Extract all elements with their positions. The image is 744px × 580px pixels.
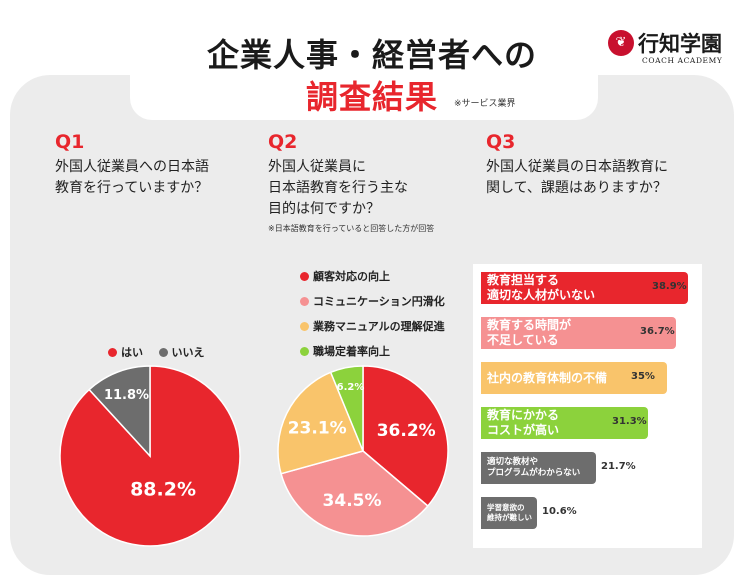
q2-text: 外国人従業員に 日本語教育を行う主な 目的は何ですか？ xyxy=(268,159,408,217)
pie-slice xyxy=(277,371,365,475)
logo: ❦ 行知学園 COACH ACADEMY xyxy=(608,28,738,68)
logo-subtitle: COACH ACADEMY xyxy=(642,56,723,65)
bar xyxy=(481,452,596,484)
page-title-highlight: 調査結果 xyxy=(305,78,438,116)
q1-legend: はい いいえ xyxy=(108,344,217,360)
q1-label: Q1 xyxy=(55,131,85,153)
legend-dot xyxy=(300,347,309,356)
bar-value-label: 38.9% xyxy=(652,281,687,292)
tree-seal-icon: ❦ xyxy=(608,30,634,56)
bar-value-label: 35% xyxy=(631,371,655,382)
bar xyxy=(481,362,667,394)
q2-label: Q2 xyxy=(268,131,298,153)
pie-slice xyxy=(362,365,449,508)
bar-category-label: 教育担当する 適切な人材がいない xyxy=(487,273,596,302)
q1-text: 外国人従業員への日本語 教育を行っていますか？ xyxy=(55,159,209,196)
legend-dot xyxy=(300,322,309,331)
bar-value-label: 31.3% xyxy=(612,416,647,427)
q3-label: Q3 xyxy=(486,131,516,153)
bar-category-label: 学習意欲の 維持が難しい xyxy=(487,502,532,523)
q2-note: ※日本語教育を行っていると回答した方が回答 xyxy=(268,224,435,233)
pie-slice-label: 6.2% xyxy=(337,382,365,393)
legend-dot xyxy=(300,272,309,281)
q1-pie-chart: 88.2% 11.8% xyxy=(59,365,241,547)
pie-slice-label: 23.1% xyxy=(288,419,347,439)
pie-slice xyxy=(88,365,151,458)
pie-slice-label: 34.5% xyxy=(323,491,382,511)
bar xyxy=(481,407,648,439)
pie-slice-label: 36.2% xyxy=(377,421,436,441)
q3-bar-chart: 教育担当する 適切な人材がいない 38.9% 教育する時間が 不足している 36.7%… xyxy=(473,264,702,548)
legend-item-yes: はい xyxy=(108,344,143,360)
bar-category-label: 社内の教育体制の不備 xyxy=(487,370,608,385)
legend-item-communication: コミュニケーション円滑化 xyxy=(300,293,445,318)
bar-value-label: 10.6% xyxy=(542,506,577,517)
bar xyxy=(481,272,688,304)
legend-item-manual: 業務マニュアルの理解促進 xyxy=(300,318,445,343)
legend-dot xyxy=(158,348,168,357)
bar xyxy=(481,317,676,349)
bar-value-label: 21.7% xyxy=(601,461,636,472)
bar-category-label: 教育する時間が 不足している xyxy=(487,318,572,347)
q2-legend: 顧客対応の向上 コミュニケーション円滑化 業務マニュアルの理解促進 職場定着率向… xyxy=(300,268,445,368)
legend-dot xyxy=(108,348,117,357)
pie-slice xyxy=(329,365,364,452)
legend-item-customer: 顧客対応の向上 xyxy=(300,268,445,293)
q2-pie-chart: 36.2% 34.5% 23.1% 6.2% xyxy=(277,365,449,537)
bar xyxy=(481,497,537,529)
title-box xyxy=(130,18,598,120)
legend-dot xyxy=(300,297,309,306)
bar-category-label: 教育にかかる コストが高い xyxy=(487,408,560,437)
q3-text: 外国人従業員の日本語教育に 関して、課題はありますか？ xyxy=(486,159,668,196)
pie-slice-label: 11.8% xyxy=(104,388,149,403)
bar-category-label: 適切な教材や プログラムがわからない xyxy=(487,456,581,479)
pie-slice xyxy=(280,450,429,537)
pie-slice-label: 88.2% xyxy=(130,479,196,501)
legend-item-retention: 職場定着率向上 xyxy=(300,343,445,368)
page-title: 企業人事・経営者への xyxy=(206,36,537,74)
legend-item-no: いいえ xyxy=(158,344,205,360)
logo-name: 行知学園 xyxy=(638,31,722,56)
bar-value-label: 36.7% xyxy=(640,326,675,337)
title-note: ※サービス業界 xyxy=(454,99,516,109)
